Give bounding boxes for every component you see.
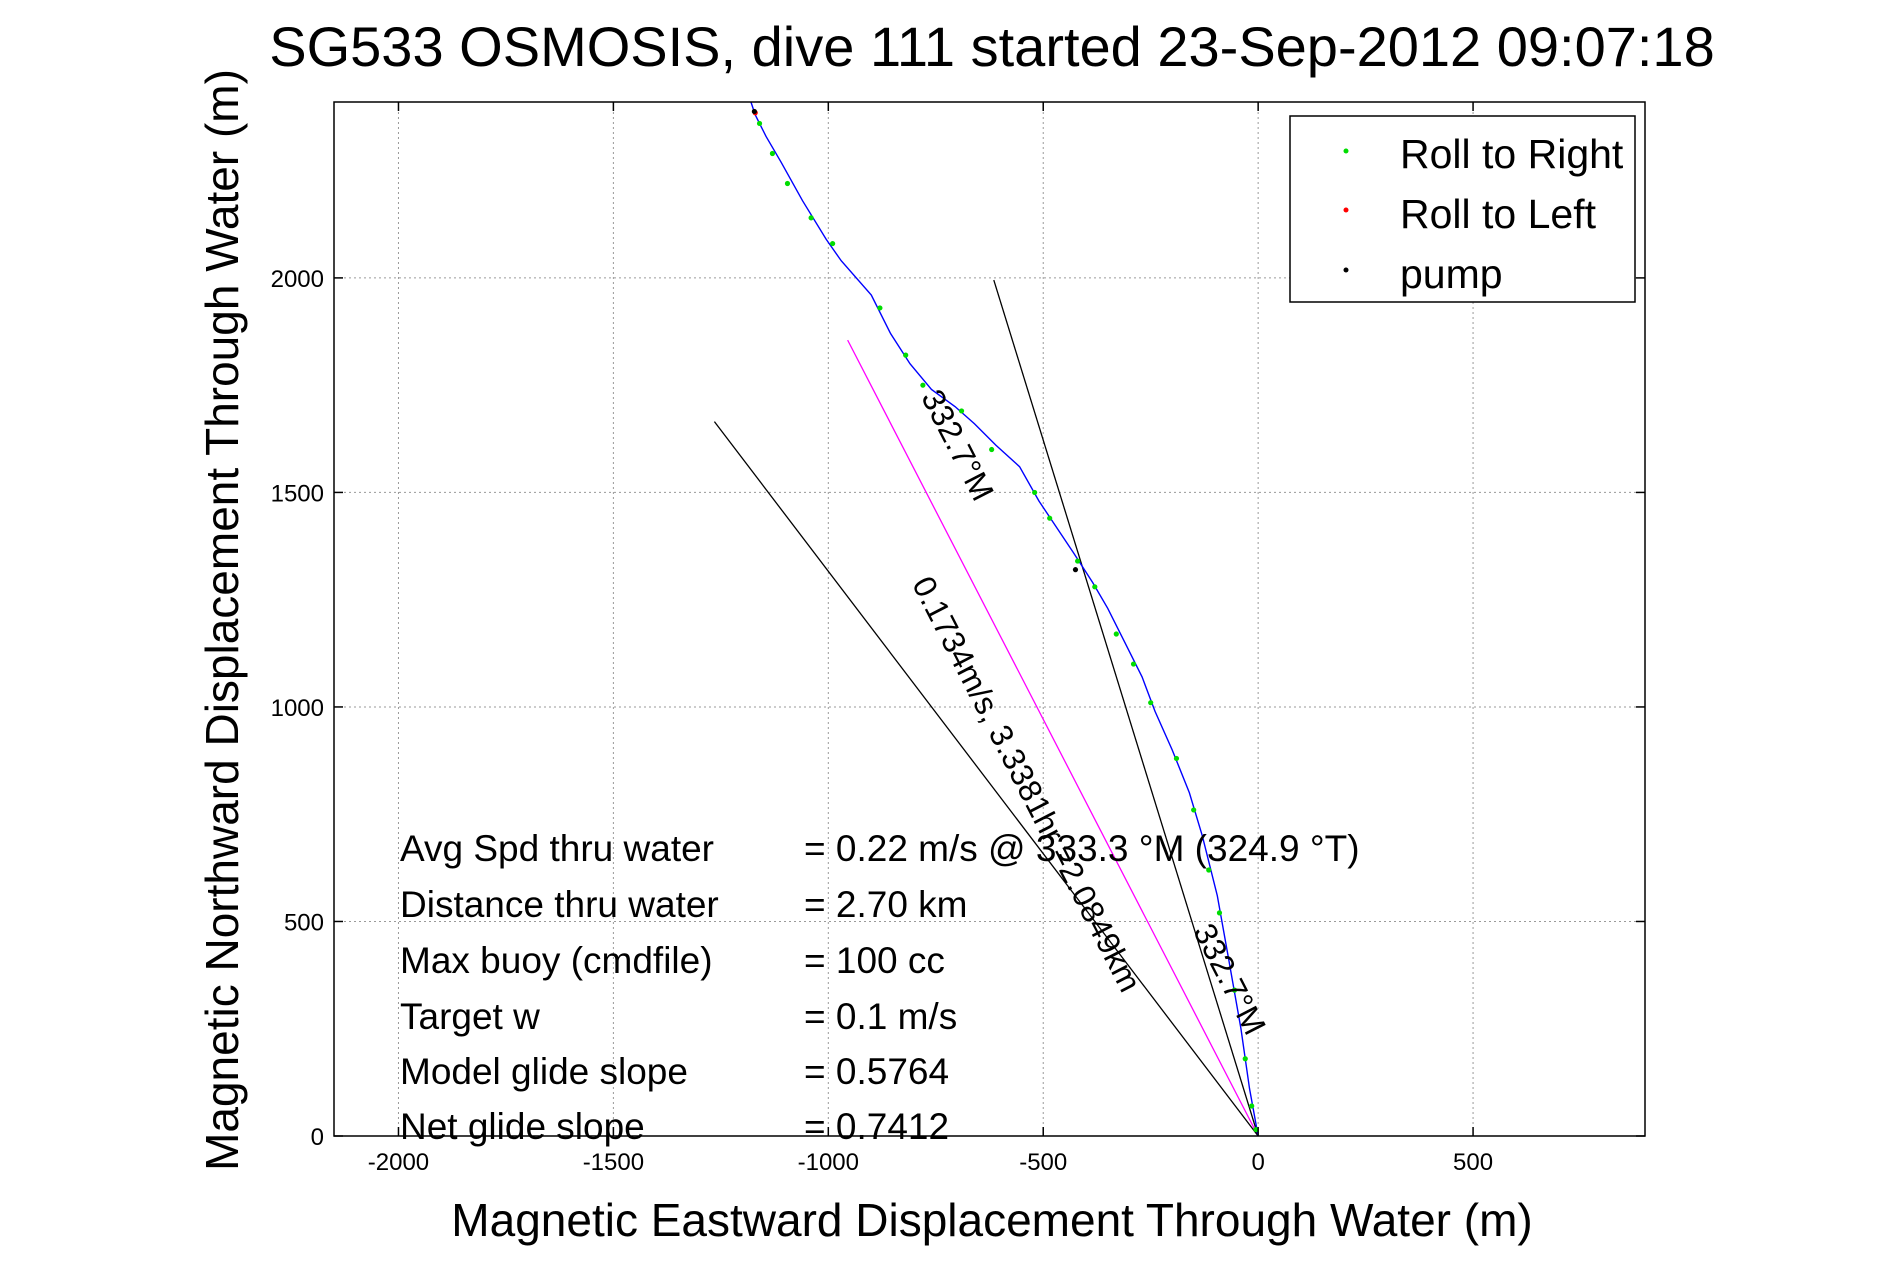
y-tick-label: 500 bbox=[284, 909, 324, 936]
y-tick-label: 1500 bbox=[271, 480, 324, 507]
roll-right-point bbox=[1253, 1126, 1259, 1133]
roll-right-point bbox=[1231, 987, 1238, 993]
stat-label: Distance thru water bbox=[400, 884, 719, 925]
stat-value: = 0.22 m/s @ 333.3 °M (324.9 °T) bbox=[804, 828, 1360, 869]
roll-right-point bbox=[1092, 584, 1098, 590]
roll-right-point bbox=[808, 215, 814, 221]
legend: Roll to Right Roll to Left pump bbox=[1289, 115, 1636, 303]
legend-marker-pump bbox=[1343, 267, 1349, 273]
roll-right-point bbox=[1148, 700, 1154, 706]
plot-frame bbox=[333, 101, 1646, 1137]
stat-value: = 2.70 km bbox=[804, 884, 968, 925]
roll-right-point bbox=[1047, 515, 1053, 521]
y-tick-label: 0 bbox=[311, 1124, 324, 1151]
x-tick-label: 0 bbox=[1251, 1149, 1264, 1176]
legend-label-roll-left: Roll to Left bbox=[1400, 191, 1597, 237]
roll-right-point bbox=[1173, 755, 1180, 762]
stat-value: = 100 cc bbox=[804, 940, 945, 981]
stat-value: = 0.1 m/s bbox=[804, 996, 957, 1037]
roll-right-point bbox=[903, 352, 909, 358]
reference-line-line-b bbox=[993, 279, 1259, 1137]
stat-label: Target w bbox=[400, 996, 540, 1037]
roll-right-point bbox=[1113, 631, 1119, 637]
roll-right-point bbox=[1242, 1056, 1248, 1062]
roll-right-point bbox=[989, 446, 995, 453]
y-tick-label: 2000 bbox=[271, 266, 324, 293]
roll-right-point bbox=[877, 305, 883, 311]
roll-right-point bbox=[1075, 558, 1081, 564]
roll-right-point bbox=[756, 120, 763, 127]
roll-right-point bbox=[1216, 910, 1223, 916]
roll-right-point bbox=[1249, 1103, 1255, 1109]
x-tick-label: -500 bbox=[1019, 1149, 1067, 1176]
legend-marker-roll-left bbox=[1343, 207, 1349, 213]
stat-label: Model glide slope bbox=[400, 1051, 688, 1092]
track-line bbox=[750, 101, 1259, 1137]
stat-label: Max buoy (cmdfile) bbox=[400, 940, 713, 981]
stat-label: Avg Spd thru water bbox=[400, 828, 714, 869]
x-tick-label: -2000 bbox=[368, 1149, 429, 1176]
track bbox=[750, 101, 1259, 1137]
stats-block: Avg Spd thru water = 0.22 m/s @ 333.3 °M… bbox=[400, 828, 1360, 1147]
stat-value: = 0.5764 bbox=[804, 1051, 949, 1092]
roll-right-point bbox=[1032, 489, 1038, 496]
roll-right-point bbox=[769, 150, 776, 157]
chart-title: SG533 OSMOSIS, dive 111 started 23-Sep-2… bbox=[269, 15, 1714, 78]
roll-right-point bbox=[920, 382, 926, 388]
y-axis-label: Magnetic Northward Displacement Through … bbox=[196, 69, 248, 1171]
pump-point bbox=[1072, 567, 1079, 573]
pump-point bbox=[751, 108, 757, 115]
legend-marker-roll-right bbox=[1343, 148, 1349, 154]
x-tick-label: -1500 bbox=[583, 1149, 644, 1176]
stat-label: Net glide slope bbox=[400, 1106, 645, 1147]
roll-right-point bbox=[1191, 807, 1197, 813]
axis-ticks: -2000 -1500 -1000 -500 0 500 0 500 1000 1500 2000 bbox=[271, 102, 1645, 1176]
y-tick-label: 1000 bbox=[271, 695, 324, 722]
legend-label-roll-right: Roll to Right bbox=[1400, 131, 1624, 177]
roll-right-point bbox=[958, 408, 965, 414]
stat-value: = 0.7412 bbox=[804, 1106, 949, 1147]
reference-line-current bbox=[847, 339, 1259, 1137]
reference-lines bbox=[713, 279, 1259, 1137]
roll-right-point bbox=[1130, 661, 1137, 667]
x-tick-label: 500 bbox=[1453, 1149, 1493, 1176]
roll-right-point bbox=[830, 240, 836, 247]
reference-line-line-a bbox=[713, 421, 1259, 1137]
markers bbox=[751, 108, 1259, 1133]
x-axis-label: Magnetic Eastward Displacement Through W… bbox=[451, 1194, 1532, 1246]
roll-right-point bbox=[784, 180, 791, 187]
legend-label-pump: pump bbox=[1400, 251, 1503, 297]
x-tick-label: -1000 bbox=[798, 1149, 859, 1176]
roll-right-point bbox=[1206, 867, 1212, 873]
